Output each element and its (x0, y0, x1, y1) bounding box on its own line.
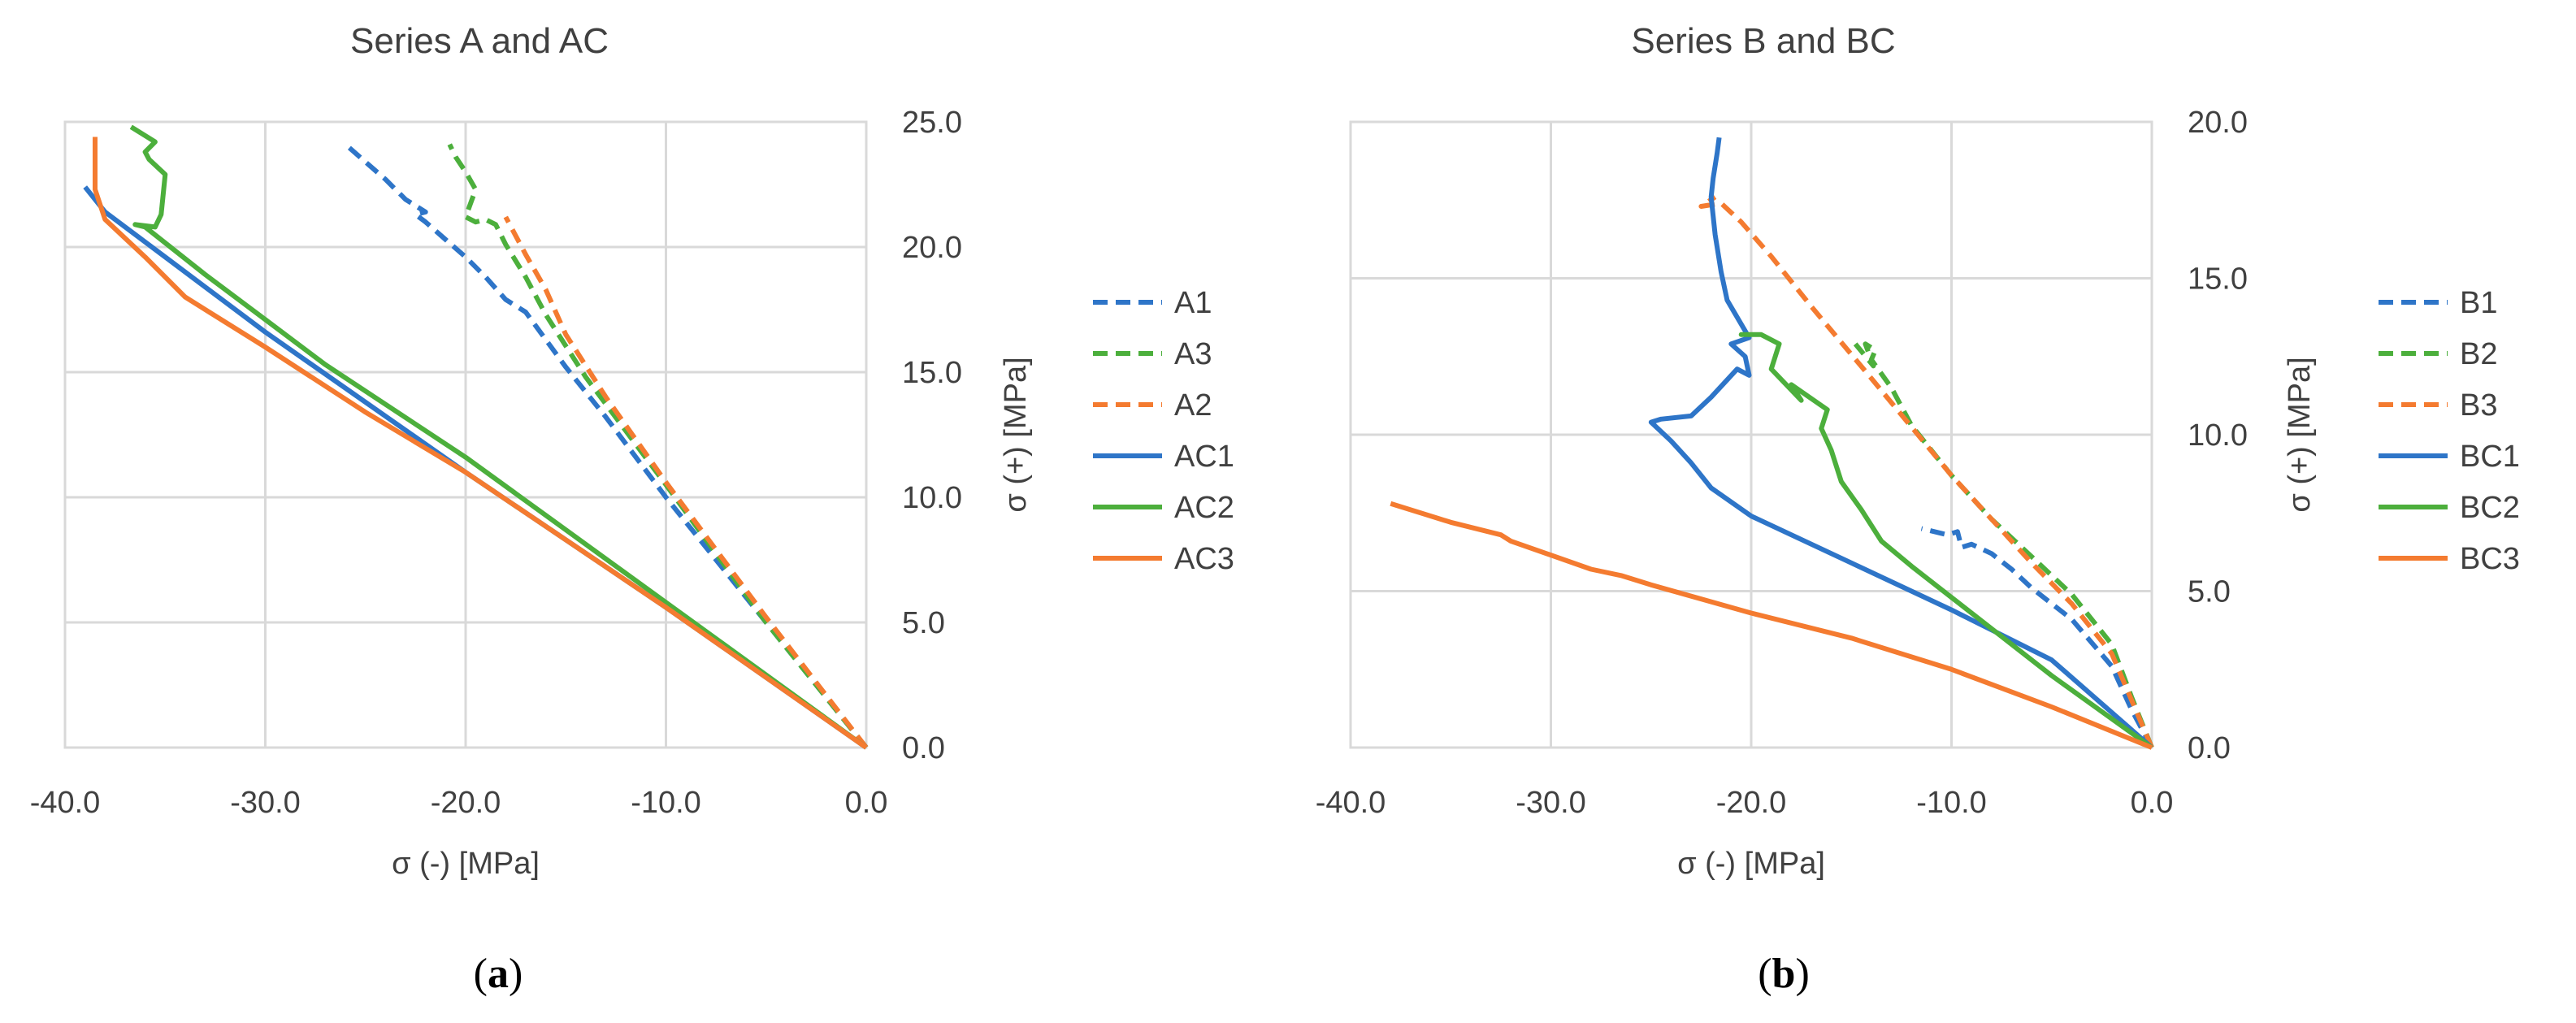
legend-label: AC1 (1174, 440, 1234, 474)
x-tick-label: -10.0 (631, 786, 701, 820)
x-tick-label: -20.0 (431, 786, 501, 820)
series-line-b1 (1920, 526, 2154, 749)
x-axis-label: σ (-) [MPa] (1677, 847, 1825, 881)
chart-b: Series B and BC -40.0 -30.0 -20.0 -10.0 0.0 0.… (1316, 21, 2520, 997)
panel-tag: (b) (1758, 951, 1810, 997)
x-tick-label: -40.0 (1316, 786, 1386, 820)
x-tick-label: -40.0 (30, 786, 101, 820)
chart-title: Series A and AC (350, 21, 609, 61)
chart-a: Series A and AC -40.0 -30.0 -20.0 -10.0 0.0 0.… (30, 21, 1234, 997)
legend-label: BC3 (2460, 542, 2520, 576)
series-line-ac3 (93, 137, 868, 750)
y-tick-label: 25.0 (902, 106, 962, 140)
x-tick-label: 0.0 (2131, 786, 2174, 820)
y-tick-label: 15.0 (2188, 262, 2248, 297)
y-tick-label: 10.0 (902, 481, 962, 515)
series-line-bc3 (1390, 501, 2153, 750)
y-tick-label: 5.0 (2188, 575, 2231, 609)
y-tick-label: 15.0 (902, 356, 962, 390)
y-tick-label: 5.0 (902, 606, 945, 640)
x-tick-label: -20.0 (1716, 786, 1787, 820)
legend-label: BC2 (2460, 491, 2520, 525)
legend-label: B2 (2460, 337, 2497, 371)
chart-title: Series B and BC (1631, 21, 1895, 61)
x-tick-label: -10.0 (1916, 786, 1987, 820)
y-tick-label: 0.0 (2188, 731, 2231, 765)
x-axis-label: σ (-) [MPa] (392, 847, 540, 881)
series-line-a1 (344, 142, 869, 749)
series-line-a2 (503, 215, 869, 749)
series-line-b3 (1698, 194, 2154, 749)
series-line-a3 (447, 143, 869, 749)
legend-label: AC3 (1174, 542, 1234, 576)
y-tick-label: 10.0 (2188, 418, 2248, 453)
legend-label: AC2 (1174, 491, 1234, 525)
y-axis-label: σ (+) [MPa] (2283, 357, 2317, 512)
series-line-ac2 (129, 124, 868, 750)
x-tick-label: 0.0 (845, 786, 888, 820)
legend-label: A2 (1174, 388, 1212, 423)
series-line-bc2 (1738, 332, 2153, 750)
y-tick-label: 0.0 (902, 731, 945, 765)
legend-label: A3 (1174, 337, 1212, 371)
legend-label: B1 (2460, 286, 2497, 320)
series-line-bc1 (1648, 137, 2153, 750)
x-tick-label: -30.0 (1516, 786, 1586, 820)
legend-label: A1 (1174, 286, 1212, 320)
x-tick-label: -30.0 (230, 786, 301, 820)
y-tick-label: 20.0 (902, 231, 962, 265)
legend-label: BC1 (2460, 440, 2520, 474)
legend-label: B3 (2460, 388, 2497, 423)
y-tick-label: 20.0 (2188, 106, 2248, 140)
y-axis-label: σ (+) [MPa] (999, 357, 1033, 512)
panel-tag: (a) (474, 951, 523, 997)
